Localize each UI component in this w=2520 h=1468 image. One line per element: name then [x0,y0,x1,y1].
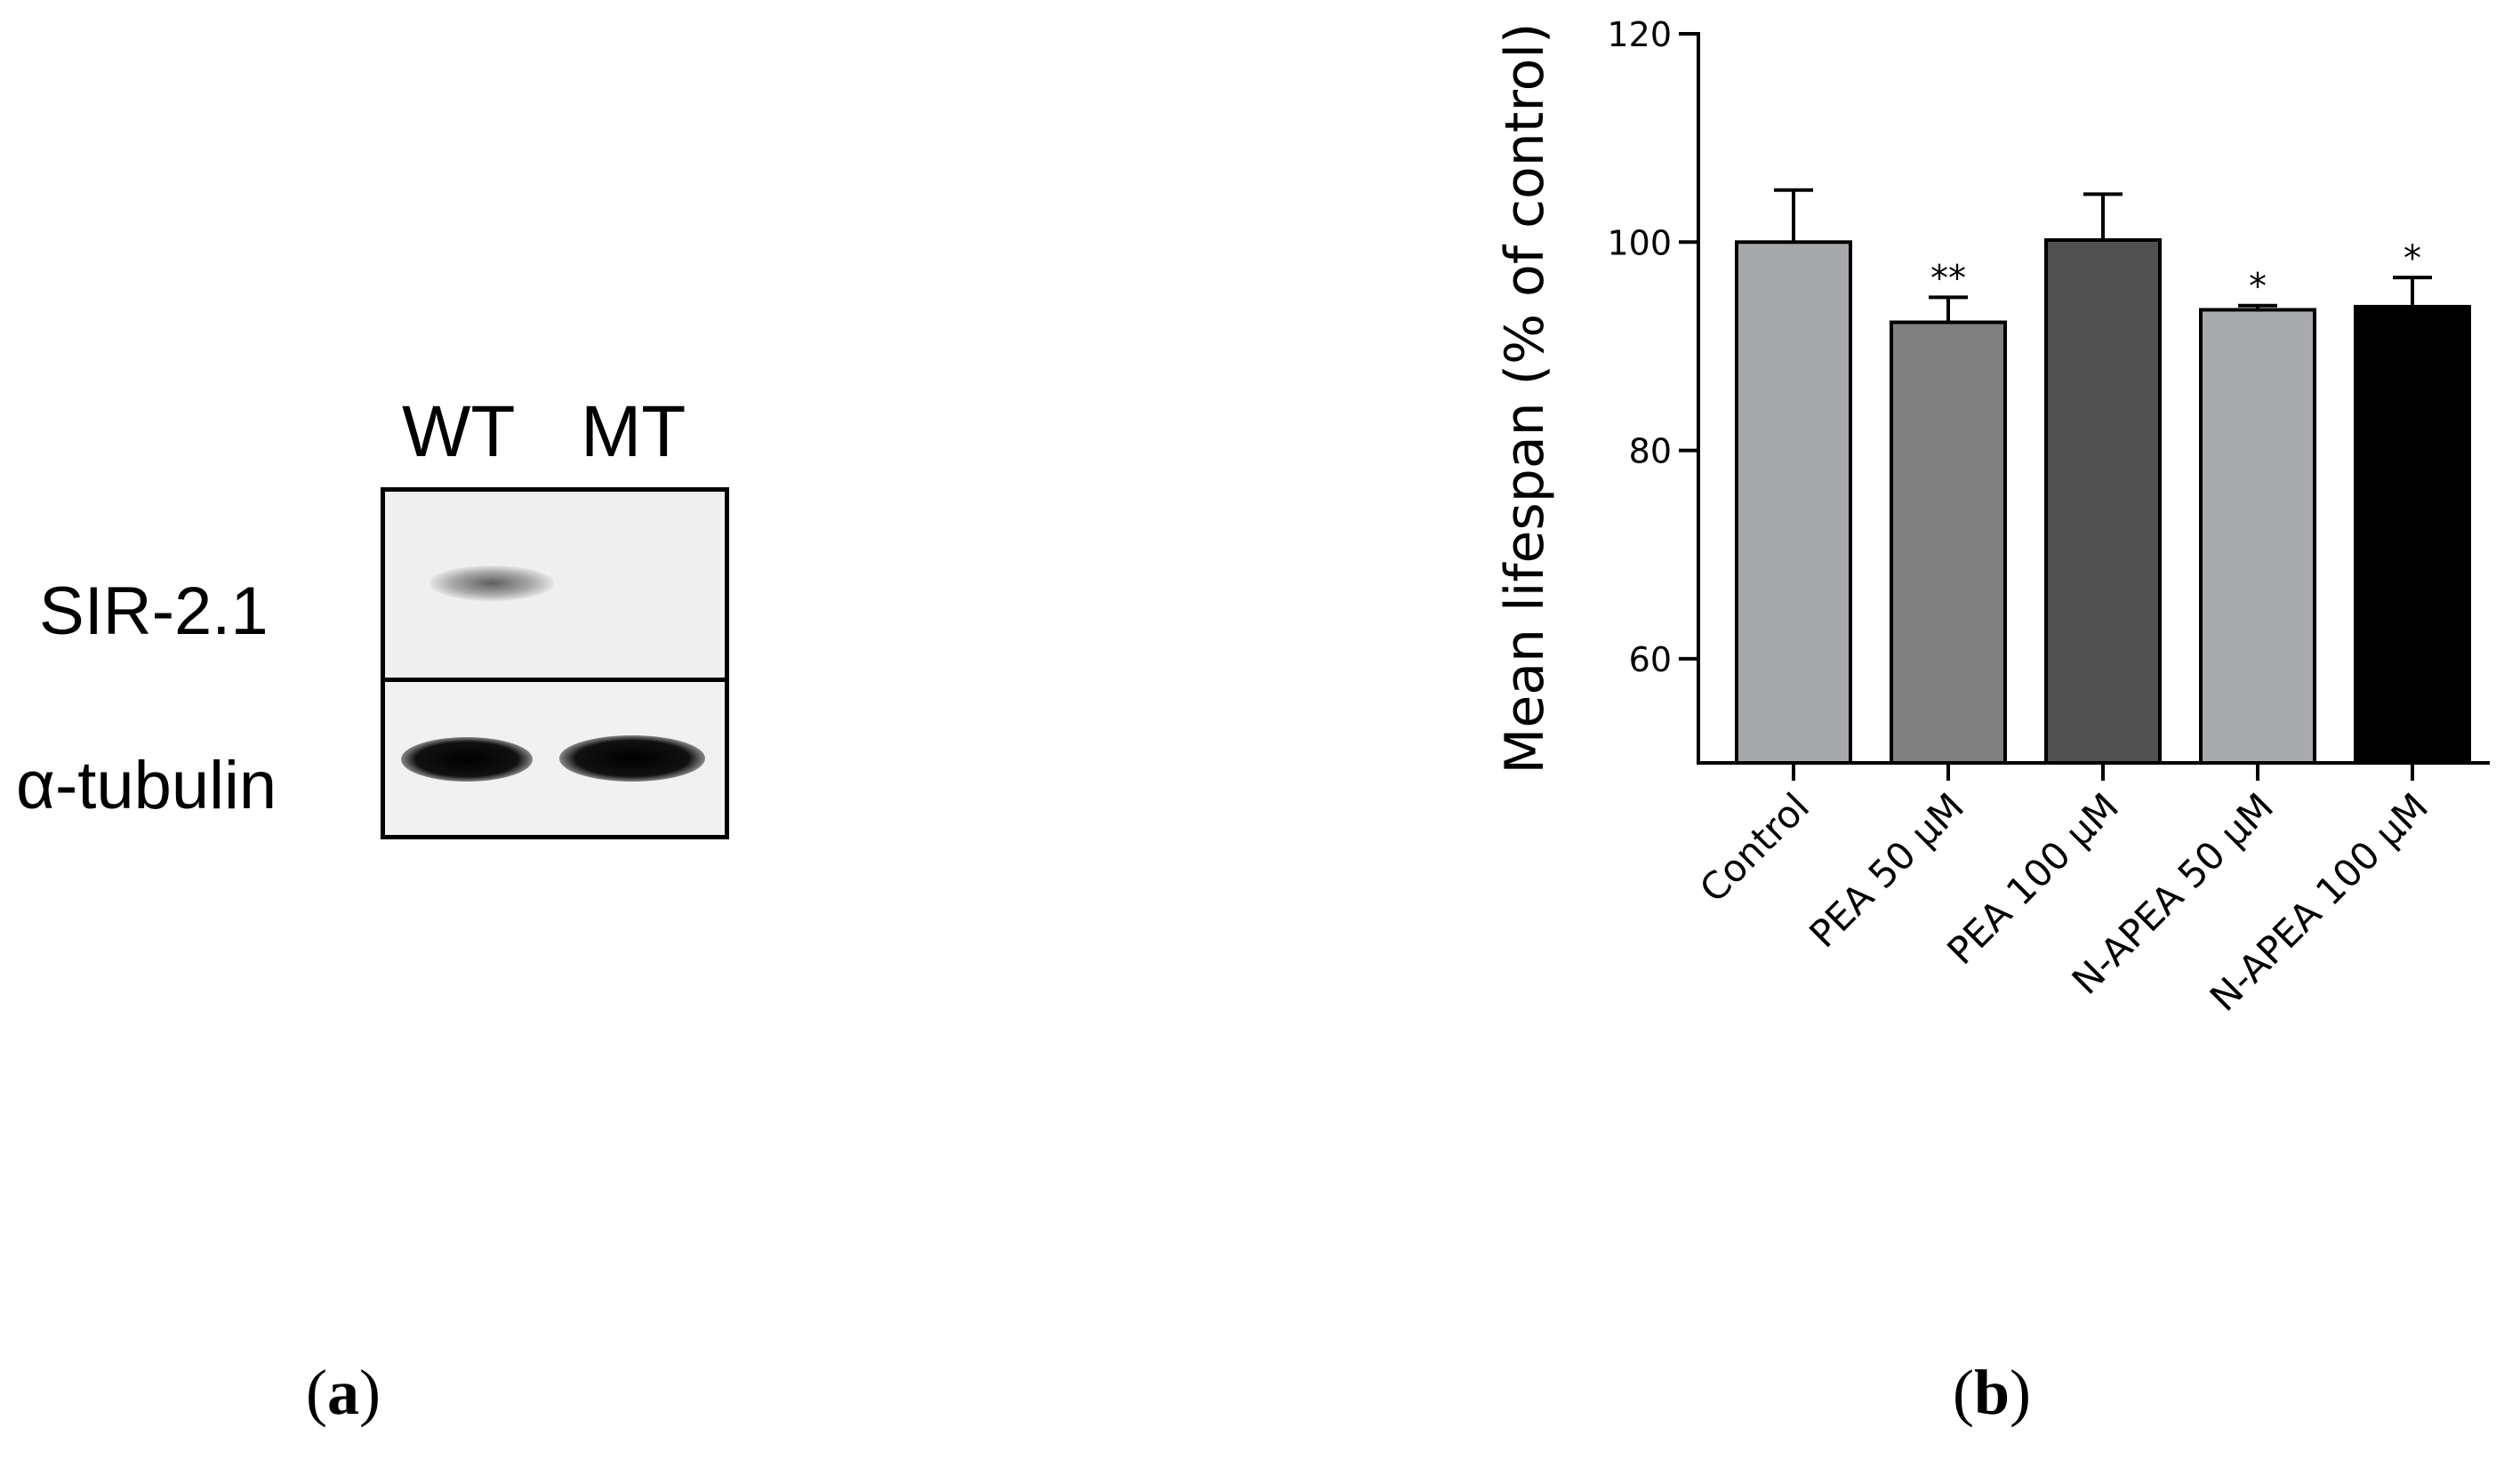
lane-label-wt: WT [402,391,516,472]
caption-b-close: ) [2010,1357,2032,1428]
sir-2-1-band-wt [429,566,554,601]
y-tick-label-80: 80 [1629,432,1672,471]
alpha-tubulin-band-wt [401,737,533,782]
y-tick-label-100: 100 [1607,223,1672,262]
bar-1 [1890,320,2007,765]
x-category-label-0: Control [1691,784,1818,910]
caption-b-letter: b [1973,1357,2010,1428]
significance-mark-1: ** [1930,258,1966,299]
mean-lifespan-bar-chart: 60 80 100 120 Mean lifespan (% of control) Co… [1494,15,2490,1020]
alpha-tubulin-band-mt [559,735,705,782]
bar-2 [2044,237,2162,765]
row-label-alpha-tubulin: α-tubulin [16,748,277,823]
bar-3 [2199,308,2316,765]
significance-mark-4: * [2404,238,2421,279]
caption-a-open: ( [306,1357,327,1428]
y-tick-label-120: 120 [1607,15,1672,54]
y-tick-label-60: 60 [1629,640,1672,679]
x-category-label-1: PEA 50 μM [1801,784,1972,956]
caption-b-open: ( [1953,1357,1974,1428]
caption-a-close: ) [358,1357,381,1428]
bar-0 [1735,240,1852,765]
bar-4 [2354,304,2471,765]
significance-mark-3: * [2249,267,2267,308]
panel-caption-b: (b) [1953,1360,2031,1424]
sir-2-1-blot-image [381,487,729,694]
row-label-sir-2-1: SIR-2.1 [39,574,269,649]
alpha-tubulin-blot-image [381,678,729,839]
lane-label-mt: MT [581,391,686,472]
caption-a-letter: a [326,1357,359,1428]
y-axis-label: Mean lifespan (% of control) [1494,23,1556,774]
panel-caption-a: (a) [306,1360,381,1424]
